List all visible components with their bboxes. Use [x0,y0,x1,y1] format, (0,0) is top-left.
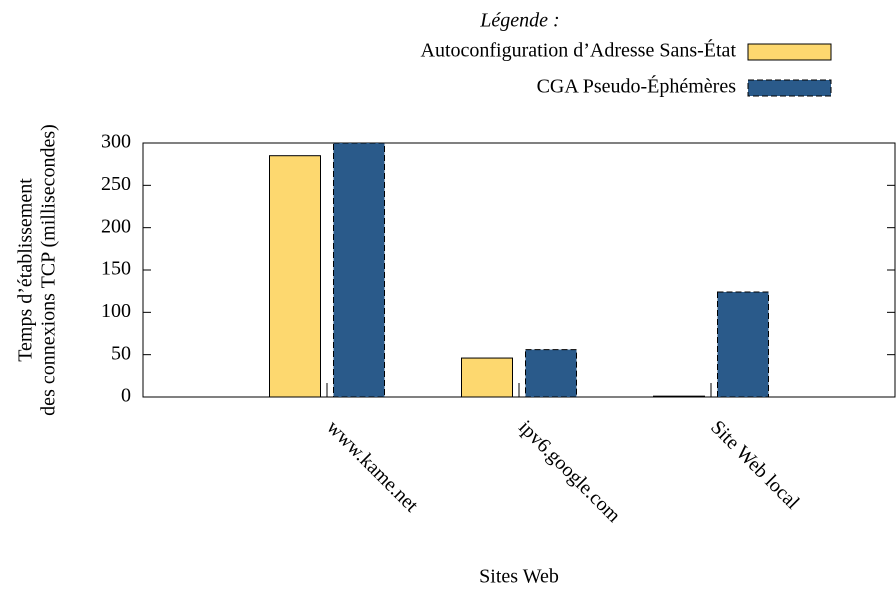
legend-swatch [747,79,832,97]
bar [333,142,385,398]
y-tick-label: 50 [111,342,131,364]
y-tick-label: 100 [101,300,131,322]
plot-frame [142,142,896,398]
bar [525,349,577,398]
y-tick-label: 0 [121,385,131,407]
y-tick-label: 300 [101,131,131,153]
bar [269,155,321,398]
y-tick-label: 250 [101,173,131,195]
bar [461,357,513,398]
y-axis-label: Temps d’établissement [15,178,37,362]
y-tick-label: 200 [101,215,131,237]
y-tick-label: 150 [101,258,131,280]
y-axis-label: des connexions TCP (millisecondes) [38,124,60,416]
legend-label: CGA Pseudo-Éphémères [537,75,737,98]
x-tick-label: ipv6.google.com [514,416,625,527]
bar [653,395,705,398]
bar [717,291,769,398]
legend-swatch [747,43,832,61]
x-tick-label: Site Web local [706,416,804,514]
x-axis-label: Sites Web [479,566,559,588]
legend-label: Autoconfiguration d’Adresse Sans-État [421,39,737,62]
legend-title: Légende : [479,10,559,32]
x-tick-label: www.kame.net [322,416,423,517]
